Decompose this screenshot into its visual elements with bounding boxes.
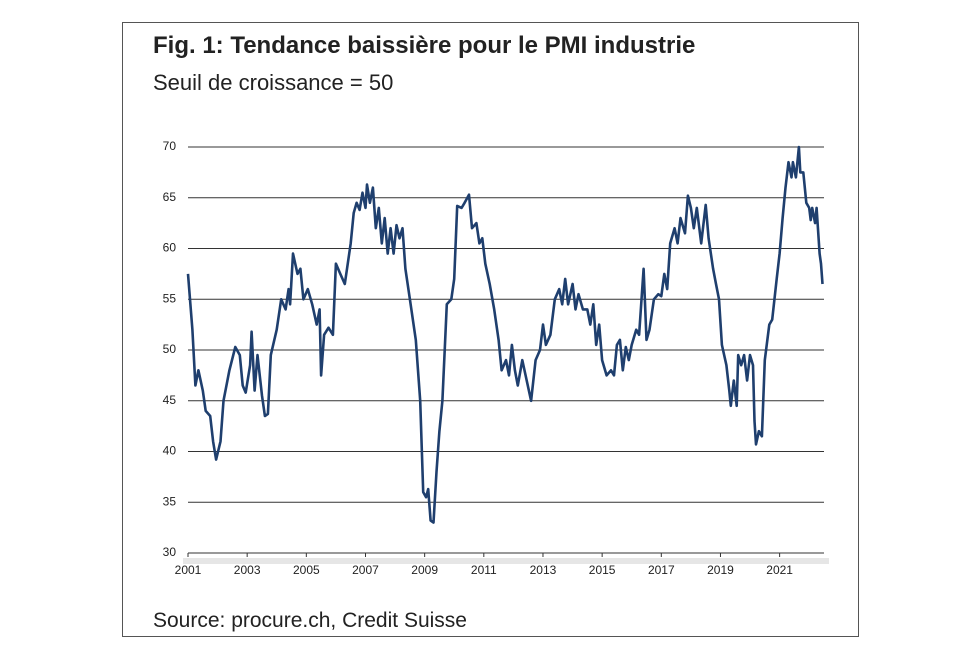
x-tick-label: 2003 bbox=[234, 563, 261, 577]
chart-subtitle: Seuil de croissance = 50 bbox=[153, 70, 393, 95]
pmi-line bbox=[186, 145, 824, 524]
y-tick-label: 70 bbox=[163, 139, 177, 153]
y-tick-label: 50 bbox=[163, 342, 177, 356]
x-tick-label: 2021 bbox=[766, 563, 793, 577]
x-tick-label: 2013 bbox=[530, 563, 557, 577]
y-tick-label: 30 bbox=[163, 545, 177, 559]
y-tick-label: 40 bbox=[163, 444, 177, 458]
y-tick-label: 55 bbox=[163, 291, 177, 305]
x-tick-label: 2005 bbox=[293, 563, 320, 577]
chart-title: Fig. 1: Tendance baissière pour le PMI i… bbox=[153, 32, 695, 59]
x-axis-band bbox=[183, 558, 829, 564]
y-tick-label: 45 bbox=[163, 393, 177, 407]
x-tick-label: 2009 bbox=[411, 563, 438, 577]
x-tick-label: 2011 bbox=[471, 563, 497, 577]
y-tick-label: 35 bbox=[163, 494, 177, 508]
frame bbox=[122, 22, 859, 637]
x-tick-label: 2017 bbox=[648, 563, 675, 577]
x-tick-label: 2019 bbox=[707, 563, 734, 577]
x-tick-label: 2001 bbox=[175, 563, 202, 577]
y-tick-label: 60 bbox=[163, 241, 177, 255]
y-tick-label: 65 bbox=[163, 190, 177, 204]
source: Source: procure.ch, Credit Suisse bbox=[153, 609, 467, 632]
x-tick-label: 2015 bbox=[589, 563, 616, 577]
x-tick-label: 2007 bbox=[352, 563, 379, 577]
